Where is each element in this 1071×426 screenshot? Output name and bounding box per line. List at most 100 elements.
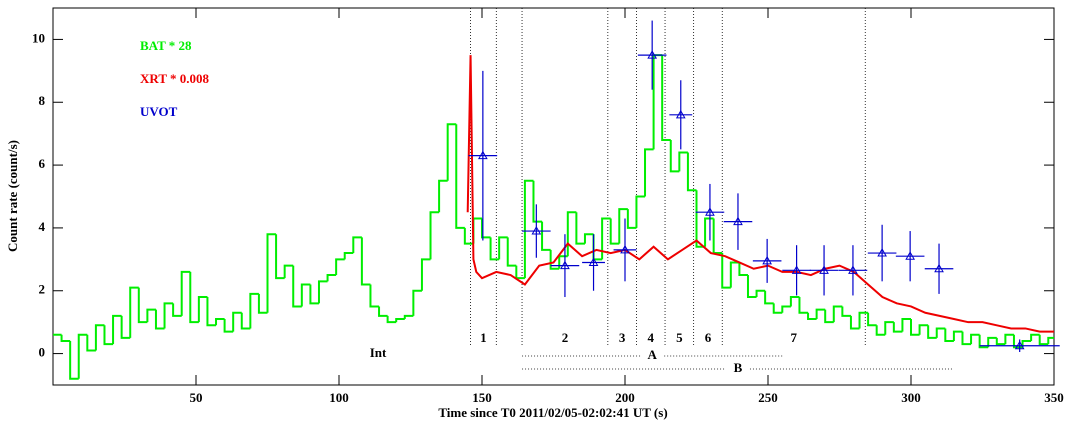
bat-step bbox=[77, 333, 88, 379]
bat-step bbox=[523, 179, 534, 279]
bat-step bbox=[489, 237, 500, 261]
legend-entry: XRT * 0.008 bbox=[140, 71, 210, 86]
x-tick-label: 100 bbox=[329, 390, 349, 405]
bat-step bbox=[541, 221, 551, 251]
y-tick-label: 4 bbox=[39, 219, 46, 234]
bat-step bbox=[463, 227, 474, 245]
bat-step bbox=[326, 274, 337, 282]
y-tick-label: 6 bbox=[39, 156, 46, 171]
bat-step bbox=[678, 151, 688, 172]
bat-step bbox=[481, 218, 491, 239]
bat-step bbox=[249, 292, 259, 329]
uvot-point bbox=[934, 263, 944, 273]
uvot-point bbox=[620, 244, 630, 254]
uvot-point bbox=[531, 226, 542, 235]
bat-step bbox=[712, 218, 723, 255]
x-tick-label: 300 bbox=[901, 390, 921, 405]
y-axis-title: Count rate (count/s) bbox=[5, 140, 20, 252]
bat-step bbox=[987, 336, 997, 348]
uvot-point bbox=[848, 265, 858, 274]
bat-step bbox=[721, 253, 731, 289]
bat-step bbox=[944, 328, 954, 343]
bat-step bbox=[1047, 336, 1054, 345]
interval-label: 2 bbox=[562, 330, 569, 345]
bat-step bbox=[172, 303, 182, 317]
bat-step bbox=[309, 284, 319, 305]
xrt-line bbox=[466, 55, 1054, 333]
bat-step bbox=[94, 324, 105, 351]
bat-step bbox=[815, 308, 826, 320]
x-tick-label: 200 bbox=[615, 390, 635, 405]
uvot-point bbox=[675, 109, 686, 119]
x-tick-label: 350 bbox=[1044, 390, 1064, 405]
bat-step bbox=[867, 312, 877, 327]
bat-step bbox=[446, 123, 457, 181]
bat-step bbox=[283, 264, 294, 279]
bat-step bbox=[317, 280, 328, 304]
bat-step bbox=[961, 331, 972, 346]
bat-step bbox=[910, 319, 920, 336]
bat-step bbox=[575, 212, 585, 245]
bat-step bbox=[129, 286, 139, 338]
bat-step bbox=[103, 325, 114, 346]
uvot-point bbox=[560, 260, 570, 270]
bat-step bbox=[927, 325, 937, 339]
bat-step bbox=[232, 311, 242, 332]
uvot-point bbox=[1014, 340, 1025, 350]
bat-step bbox=[429, 211, 440, 260]
bat-step bbox=[420, 258, 431, 291]
bat-step bbox=[609, 218, 620, 245]
bat-step bbox=[772, 303, 783, 314]
bat-step bbox=[798, 297, 809, 314]
uvot-point bbox=[877, 248, 887, 257]
interval-label: 5 bbox=[676, 330, 683, 345]
bat-step bbox=[549, 249, 560, 270]
bat-step bbox=[901, 318, 911, 332]
bat-step bbox=[626, 209, 637, 229]
bat-step bbox=[832, 305, 843, 323]
x-tick-label: 250 bbox=[758, 390, 778, 405]
y-tick-label: 10 bbox=[32, 30, 45, 45]
bat-step bbox=[206, 297, 217, 327]
bat-step bbox=[378, 306, 388, 317]
bat-step bbox=[592, 234, 603, 261]
bat-step bbox=[807, 312, 817, 321]
bat-step bbox=[789, 296, 800, 307]
bat-step bbox=[189, 271, 199, 324]
bat-step bbox=[1030, 333, 1040, 342]
bat-step bbox=[686, 152, 697, 192]
y-tick-label: 0 bbox=[39, 345, 46, 360]
bat-step bbox=[86, 334, 96, 352]
bat-step bbox=[884, 321, 894, 335]
bat-step bbox=[583, 233, 594, 244]
bat-step bbox=[438, 179, 448, 213]
interval-label: 4 bbox=[647, 330, 654, 345]
bat-step bbox=[403, 314, 414, 320]
bat-step bbox=[292, 265, 302, 308]
bat-step bbox=[506, 237, 517, 267]
legend-entry: UVOT bbox=[140, 104, 178, 119]
bat-step bbox=[120, 315, 131, 339]
bat-step bbox=[755, 289, 766, 298]
bat-step bbox=[618, 208, 628, 244]
bat-step bbox=[146, 308, 156, 323]
bat-step bbox=[970, 333, 980, 345]
x-axis-title: Time since T0 2011/02/05-02:02:41 UT (s) bbox=[438, 405, 667, 420]
bat-step bbox=[137, 287, 148, 324]
uvot-point bbox=[791, 265, 802, 274]
bat-step bbox=[223, 319, 234, 333]
bat-step bbox=[652, 54, 663, 150]
bat-step bbox=[669, 139, 680, 173]
uvot-point bbox=[477, 150, 488, 160]
bat-step bbox=[300, 283, 311, 307]
uvot-point bbox=[647, 50, 658, 59]
bat-step bbox=[472, 217, 482, 244]
bat-step bbox=[112, 314, 122, 345]
bat-step bbox=[1004, 333, 1014, 345]
bat-step bbox=[369, 284, 380, 308]
bat-step bbox=[566, 211, 577, 257]
bat-step bbox=[343, 252, 354, 260]
bat-step bbox=[704, 217, 714, 247]
interval-label: Int bbox=[370, 345, 387, 360]
bat-step bbox=[197, 296, 208, 323]
